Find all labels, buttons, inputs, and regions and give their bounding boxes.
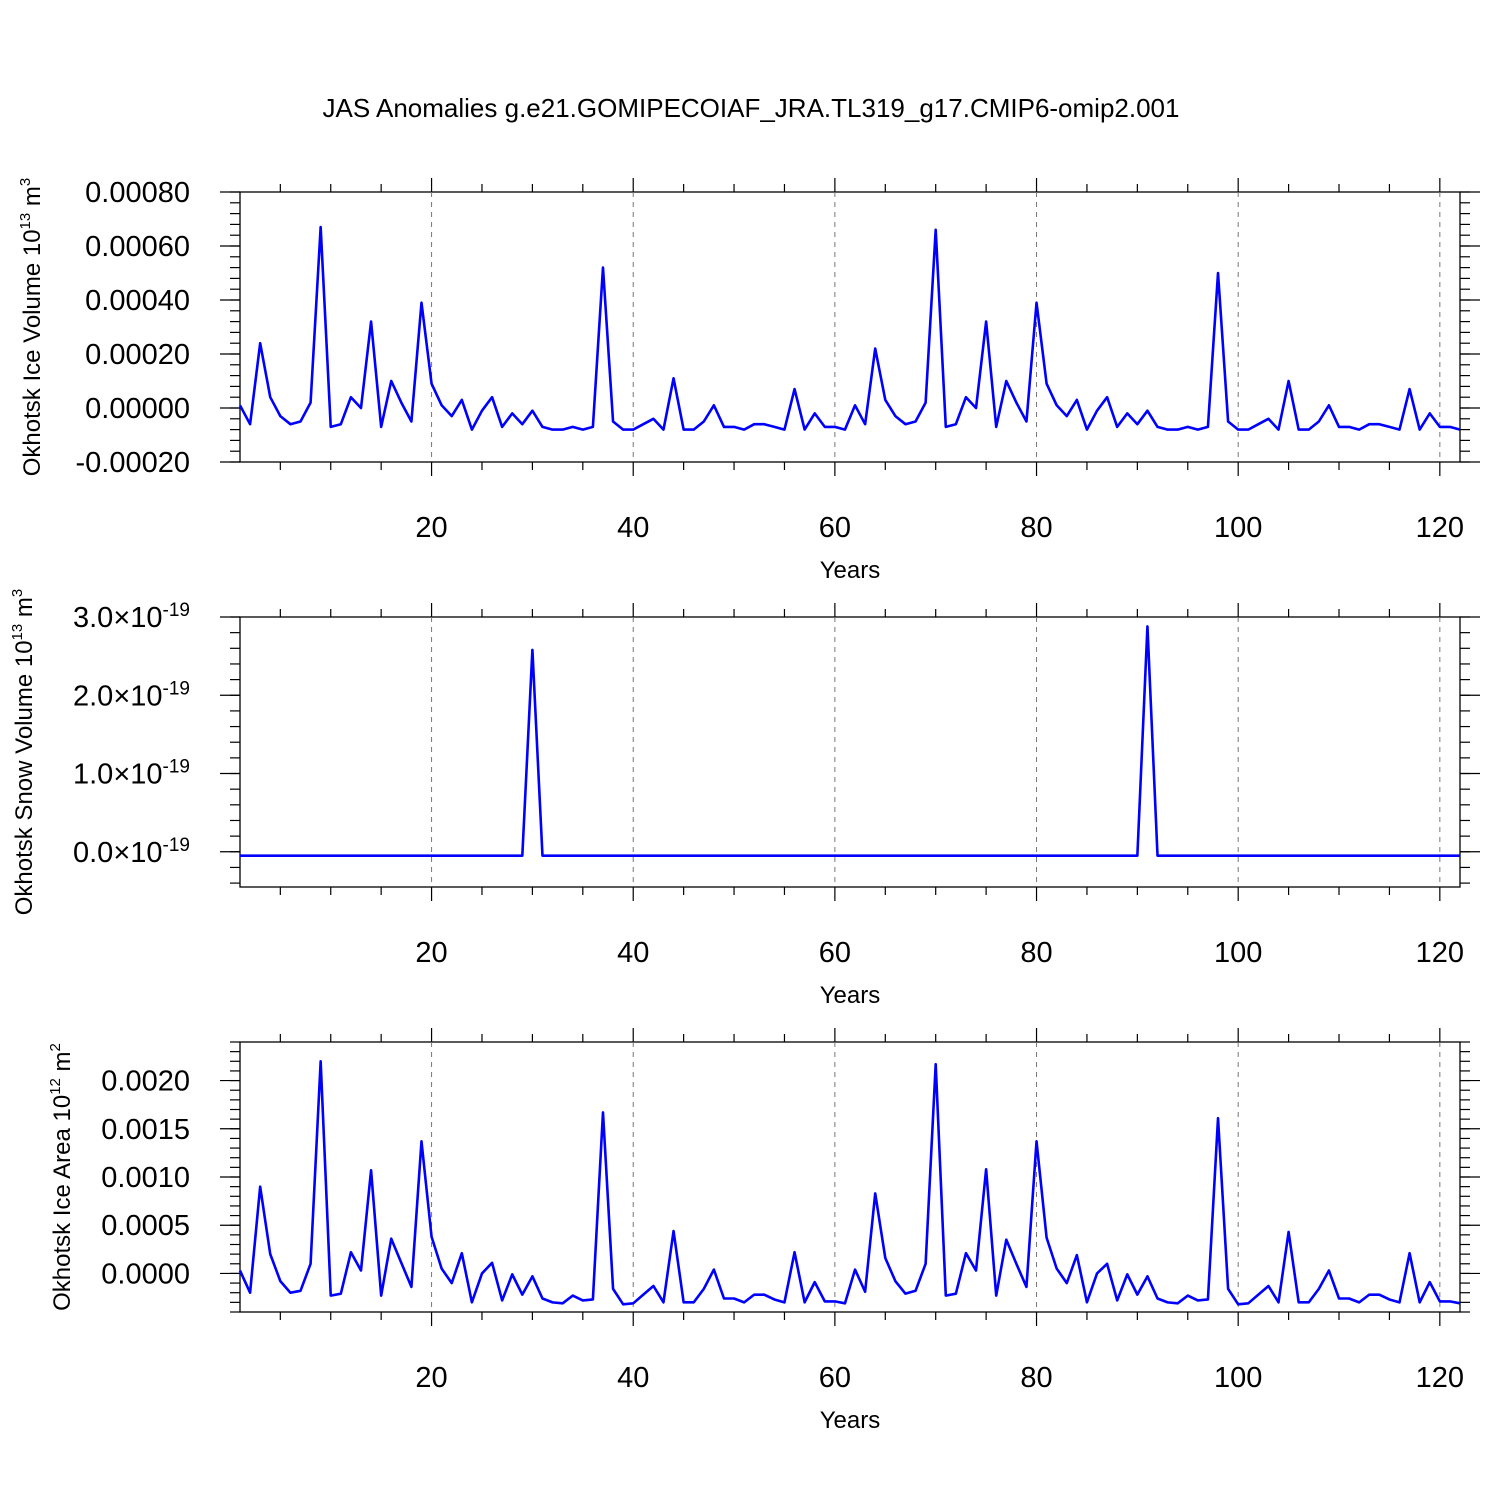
series-line-1 — [240, 625, 1460, 857]
y-tick-label: 0.0000 — [101, 1258, 190, 1290]
x-tick-label: 100 — [1214, 512, 1262, 544]
y-tick-label: 0.0020 — [101, 1066, 190, 1098]
plot-frame — [239, 1041, 1461, 1313]
y-tick-label: 2.0×10-19 — [73, 678, 190, 712]
y-tick-label: 0.0005 — [101, 1210, 190, 1242]
y-tick-label: 1.0×10-19 — [73, 757, 190, 791]
x-tick-label: 20 — [415, 1362, 447, 1394]
y-tick-label: 3.0×10-19 — [73, 600, 190, 634]
x-tick-label: 40 — [617, 1362, 649, 1394]
x-tick-label: 40 — [617, 937, 649, 969]
y-axis-label: Okhotsk Ice Volume 1013 m3 — [17, 178, 46, 477]
panel-1: 20 40 60 80 100 120 -0.00020 0.00000 0.00020 0.00… — [17, 177, 1480, 584]
y-axis-label: Okhotsk Ice Area 1012 m2 — [47, 1043, 76, 1311]
x-tick-label: 120 — [1416, 937, 1464, 969]
x-tick-label: 60 — [819, 512, 851, 544]
x-tick-label: 40 — [617, 512, 649, 544]
y-axis-label: Okhotsk Snow Volume 1013 m3 — [9, 589, 38, 916]
y-tick-label: 0.0015 — [101, 1114, 190, 1146]
x-tick-label: 80 — [1020, 1362, 1052, 1394]
panel-2: 20 40 60 80 100 120 0.0×10-19 1.0×10-19 2.0×10-1… — [9, 589, 1480, 1009]
x-tick-label: 60 — [819, 937, 851, 969]
series-line-1 — [238, 1059, 1461, 1306]
x-tick-label: 60 — [819, 1362, 851, 1394]
x-axis-label: Years — [820, 982, 881, 1009]
y-tick-label: 0.0×10-19 — [73, 835, 190, 869]
plot-frame — [239, 616, 1461, 888]
y-tick-label: 0.0010 — [101, 1162, 190, 1194]
x-tick-label: 120 — [1416, 1362, 1464, 1394]
x-tick-label: 80 — [1020, 512, 1052, 544]
x-axis-label: Years — [820, 1407, 881, 1434]
plot-frame — [239, 191, 1461, 463]
y-tick-label: 0.00020 — [85, 339, 190, 371]
x-tick-label: 20 — [415, 937, 447, 969]
figure-title: JAS Anomalies g.e21.GOMIPECOIAF_JRA.TL31… — [323, 93, 1180, 123]
y-tick-label: 0.00080 — [85, 177, 190, 209]
x-tick-label: 20 — [415, 512, 447, 544]
panel-3: 20 40 60 80 100 120 0.0000 0.0005 0.0010 0.0015 0.… — [47, 1028, 1480, 1434]
y-tick-label: 0.00060 — [85, 231, 190, 263]
x-axis-label: Years — [820, 557, 881, 584]
x-tick-label: 120 — [1416, 512, 1464, 544]
x-tick-label: 80 — [1020, 937, 1052, 969]
y-tick-label: -0.00020 — [76, 447, 191, 479]
x-tick-label: 100 — [1214, 1362, 1262, 1394]
y-tick-label: 0.00000 — [85, 393, 190, 425]
y-tick-label: 0.00040 — [85, 285, 190, 317]
x-tick-label: 100 — [1214, 937, 1262, 969]
series-line-1 — [238, 225, 1461, 431]
